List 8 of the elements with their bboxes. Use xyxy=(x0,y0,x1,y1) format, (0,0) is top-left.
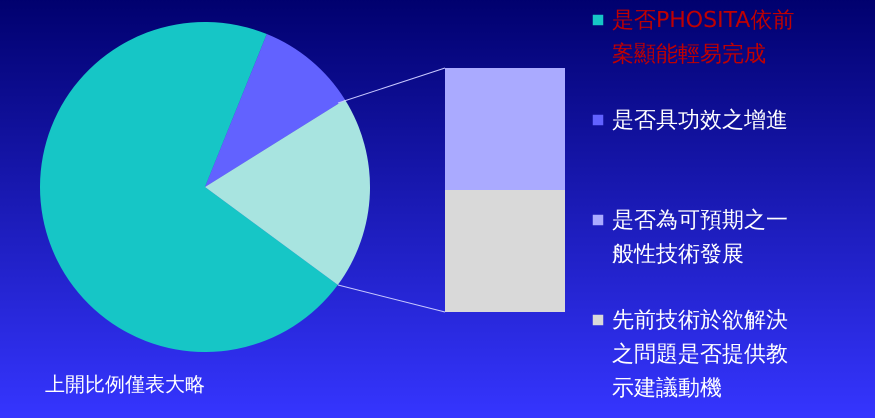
legend-label: 先前技術於欲解決之問題是否提供教示建議動機 xyxy=(612,308,788,401)
pie-slice xyxy=(40,22,338,352)
text: 上開比例僅表大略 xyxy=(45,372,205,396)
legend-label: 是否具功效之增進 xyxy=(612,108,788,133)
legend-label: 是否為可預期之一般性技術發展 xyxy=(612,208,788,267)
pie-slice xyxy=(205,100,370,285)
legend-label: 是否PHOSITA依前案顯能輕易完成 xyxy=(612,8,794,67)
pie-slice xyxy=(205,34,345,187)
